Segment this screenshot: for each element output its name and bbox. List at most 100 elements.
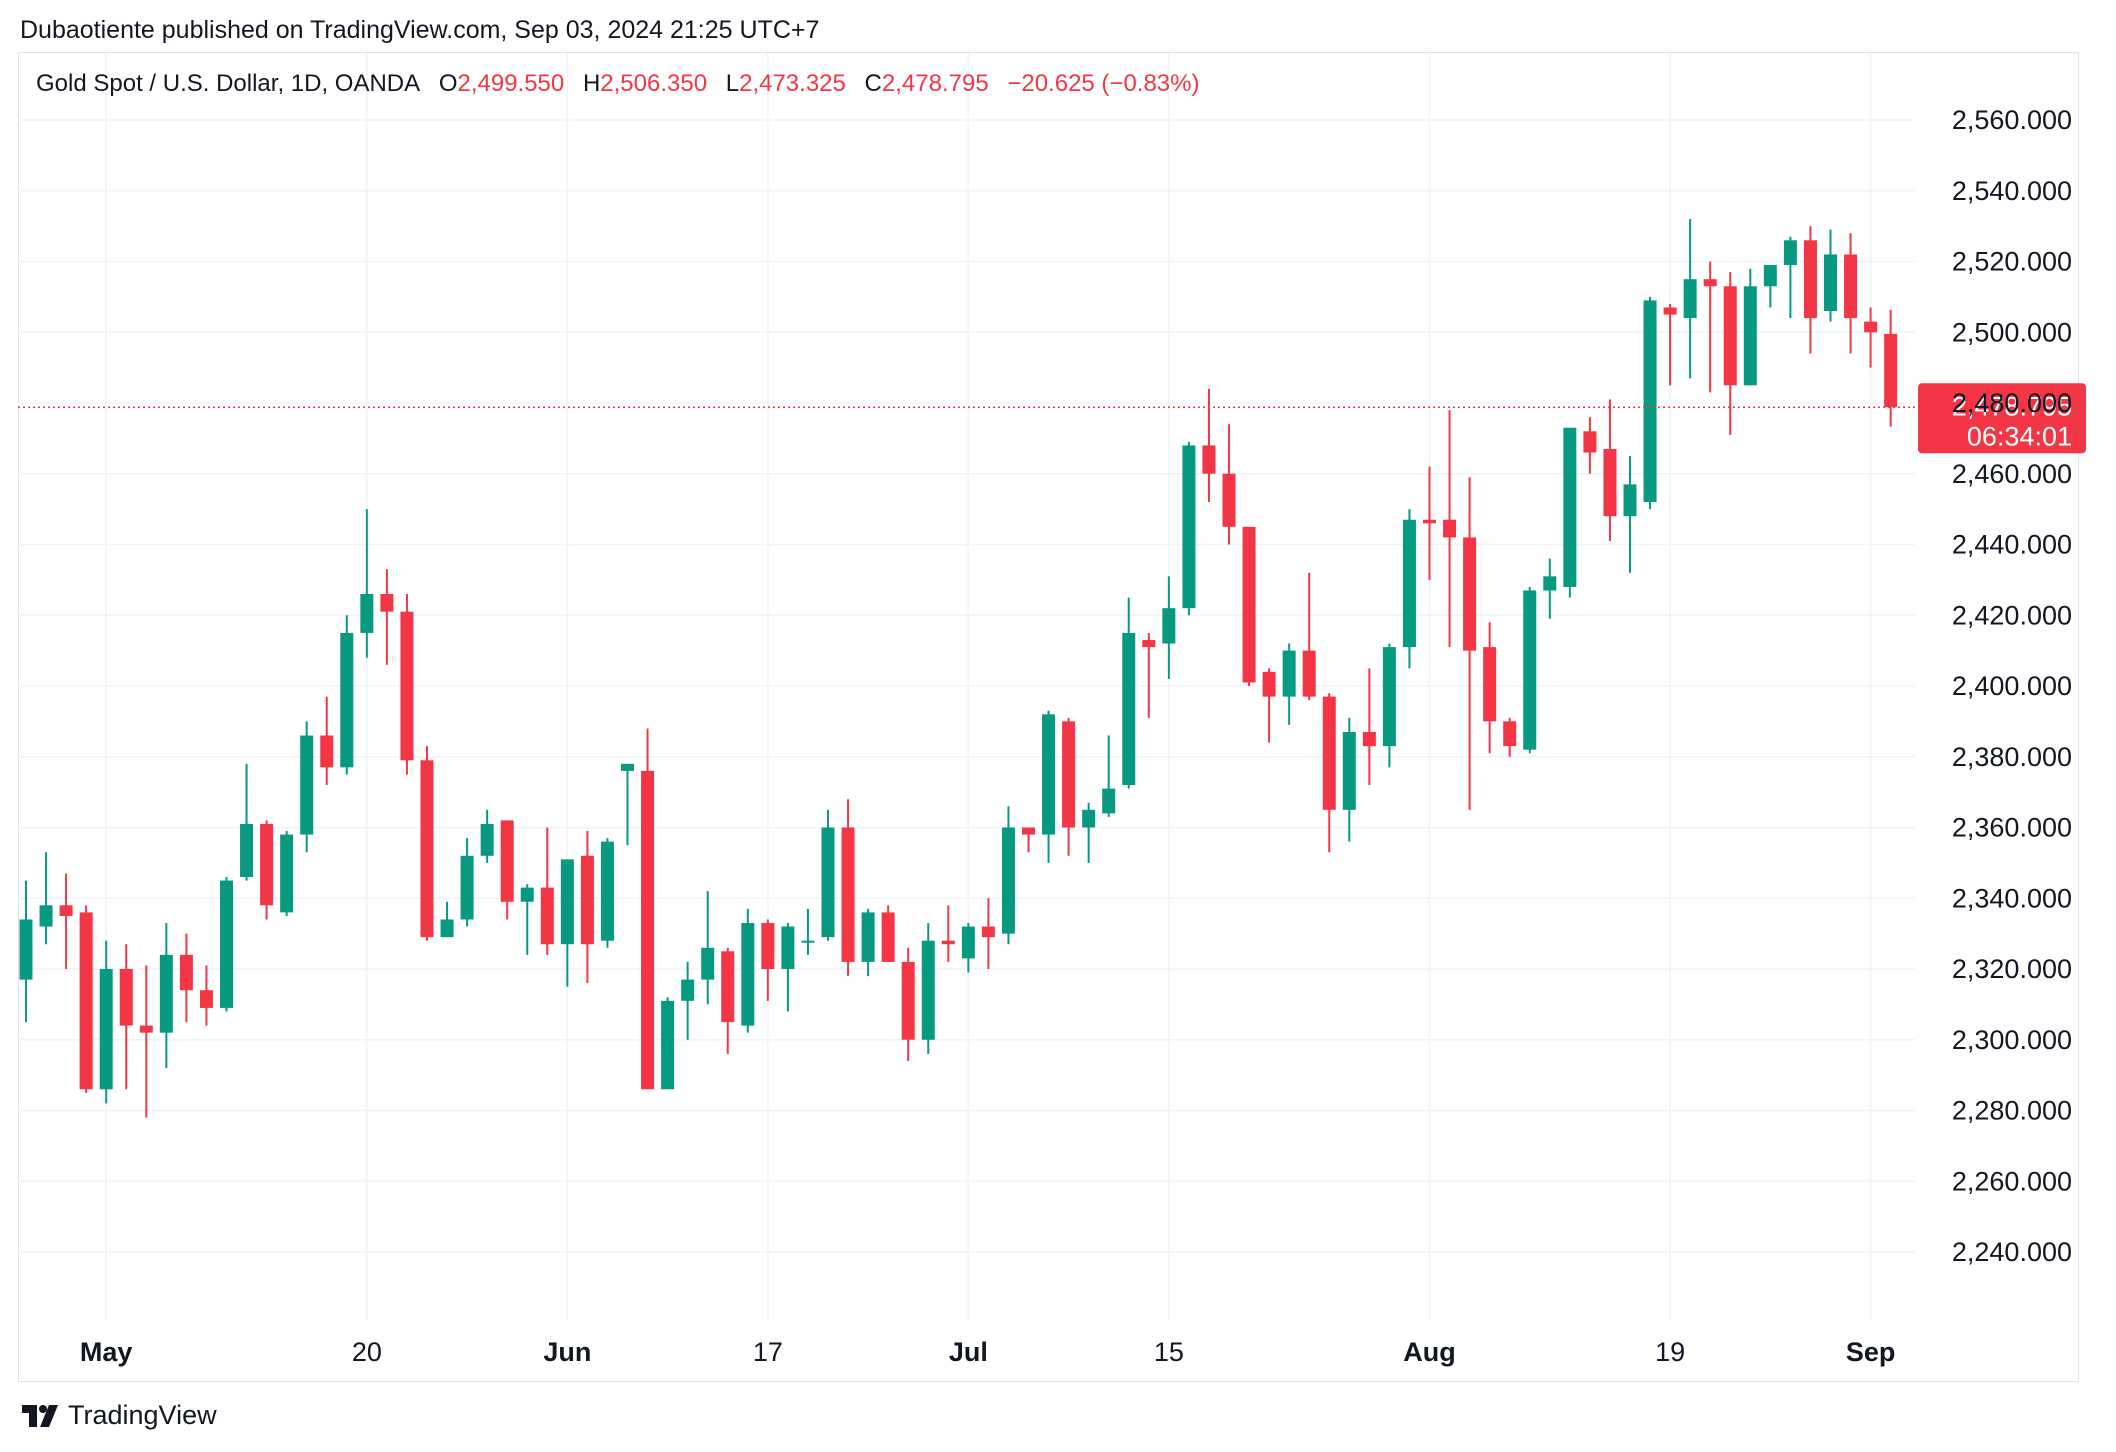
candle-bearish [981,898,995,969]
candle-body [580,855,594,945]
candle-body [981,926,995,938]
legend-high-value: 2,506.350 [600,70,708,97]
candle-body [460,855,474,920]
candle-body [1022,827,1035,835]
time-axis[interactable]: May 20 Jun 17 Jul 15 Aug 19 Sep [80,1337,1895,1367]
candle-body [1743,286,1757,386]
candle-bearish [641,728,655,1090]
price-tick-label: 2,480.000 [1952,388,2072,418]
candle-body [781,926,795,969]
candle-bullish [1182,441,1196,616]
candle-bearish [1723,272,1737,435]
candle-body [1042,714,1056,835]
candle-body [1463,537,1477,651]
chart-frame [18,52,2079,1382]
candle-body [99,969,113,1090]
candle-body [159,954,173,1033]
candle-bearish [580,831,594,984]
candle-body [1683,279,1697,319]
candle-body [139,1025,153,1033]
candle-body [1182,445,1196,609]
candle-bullish [801,908,815,955]
legend-high-label: H [582,70,601,97]
candle-body [1142,640,1156,648]
candle-body [1242,526,1256,683]
candle-body [1222,473,1236,527]
candle-body [420,760,434,938]
candle-body [721,951,735,1023]
candle-bearish [1302,572,1316,701]
candle-bearish [500,820,514,920]
candle-body [901,961,915,1040]
candle-body [1342,731,1356,810]
candle-body [661,1000,675,1090]
price-tick-label: 2,460.000 [1952,459,2072,489]
candle-bearish [1503,717,1517,757]
candle-body [1423,519,1436,524]
candle-body [220,880,233,1008]
candle-bearish [1242,526,1256,686]
time-tick-label: Aug [1403,1337,1455,1367]
price-tick-label: 2,440.000 [1952,530,2072,560]
candle-body [1884,333,1898,408]
candle-body [280,834,294,913]
candle-bullish [480,809,494,863]
candle-bearish [320,696,334,786]
candle-bullish [621,763,634,846]
candle-bullish [159,923,173,1069]
price-tick-label: 2,540.000 [1952,176,2072,206]
candle-bullish [1623,456,1637,573]
candle-body [1844,254,1858,319]
candle-body [1563,427,1577,587]
candle-bearish [400,594,414,775]
time-tick-label: Jul [949,1337,988,1367]
candle-bullish [1162,576,1176,679]
price-tick-label: 2,320.000 [1952,954,2072,984]
candle-body [941,940,955,945]
candle-bullish [861,908,875,977]
price-tick-label: 2,380.000 [1952,742,2072,772]
legend-change: −20.625 (−0.83%) [1007,70,1200,97]
legend-open-value: 2,499.550 [457,70,565,97]
candle-bearish [1222,424,1236,545]
legend-symbol: Gold Spot / U.S. Dollar, 1D, OANDA [36,70,421,97]
legend-close-label: C [864,70,882,97]
candle-body [500,820,514,902]
candle-bullish [1402,509,1416,669]
price-tick-label: 2,500.000 [1952,317,2072,347]
legend-open-label: O [438,70,458,97]
last-price-value: 2,478.795 [1952,391,2072,421]
tradingview-logo-icon[interactable] [22,1404,60,1427]
candle-body [119,969,133,1026]
candle-bearish [1603,399,1617,541]
candle-body [841,827,855,962]
candle-body [1282,650,1296,697]
candle-bullish [1643,296,1657,510]
price-axis[interactable]: 2,560.000 2,540.000 2,520.000 2,500.000 2,48… [1952,105,2072,1267]
candle-bullish [1683,219,1697,379]
footer-brand[interactable]: TradingView [68,1400,217,1430]
price-tick-label: 2,360.000 [1952,813,2072,843]
candle-bearish [1463,477,1477,810]
time-tick-label: 15 [1154,1337,1184,1367]
candle-bearish [761,919,775,1001]
candle-bullish [280,831,294,916]
candle-bullish [961,923,975,973]
candle-bullish [921,923,935,1054]
candle-bullish [220,877,233,1012]
candle-body [621,763,634,771]
candle-body [1523,590,1537,750]
time-tick-label: Jun [543,1337,591,1367]
time-tick-label: May [80,1337,133,1367]
candle-body [1062,721,1076,828]
candle-body [1663,307,1677,315]
candle-body [821,827,835,938]
candle-body [1543,576,1557,591]
candle-bullish [1102,735,1116,817]
candle-bearish [721,947,735,1054]
candle-bearish [1663,303,1677,386]
legend-close-value: 2,478.795 [881,70,989,97]
candle-bearish [841,799,855,977]
candle-bullish [1001,806,1015,945]
